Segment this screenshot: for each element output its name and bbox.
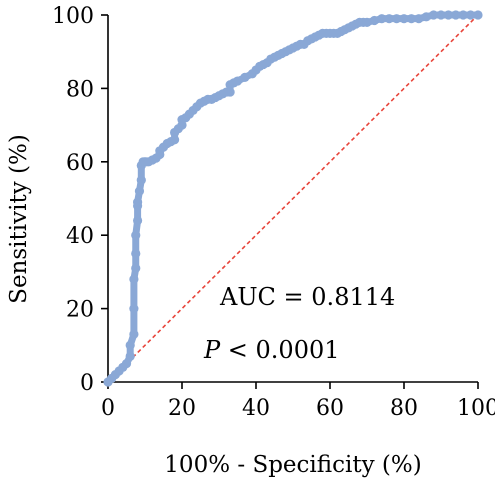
roc-point — [170, 135, 180, 145]
roc-point — [377, 14, 387, 24]
x-tick-label: 80 — [390, 396, 418, 421]
roc-point — [232, 76, 243, 86]
auc-annotation: AUC = 0.8114 — [219, 283, 395, 311]
roc-point — [240, 72, 250, 82]
y-tick-label: 20 — [66, 298, 94, 323]
roc-point — [125, 340, 135, 350]
roc-point — [399, 14, 409, 24]
roc-point — [121, 359, 132, 369]
x-tick-label: 40 — [242, 396, 270, 421]
reference-diagonal-line — [107, 14, 479, 383]
roc-point — [362, 17, 372, 27]
roc-point — [384, 14, 394, 24]
p-value-symbol: P — [203, 336, 221, 364]
axes — [107, 15, 478, 383]
roc-point — [406, 14, 416, 24]
roc-point — [133, 197, 143, 207]
roc-series — [103, 10, 483, 387]
x-tick-label: 60 — [316, 396, 344, 421]
y-tick-label: 0 — [80, 371, 94, 396]
p-value-annotation: P < 0.0001 — [203, 336, 340, 364]
roc-point — [436, 10, 446, 20]
y-axis-title: Sensitivity (%) — [6, 134, 32, 304]
roc-point — [129, 274, 139, 284]
x-tick-label: 0 — [101, 396, 115, 421]
roc-point — [473, 10, 483, 20]
x-tick-label: 100 — [457, 396, 495, 421]
roc-point — [131, 230, 141, 240]
roc-point — [458, 10, 468, 20]
roc-point — [134, 186, 145, 196]
y-tick-label: 60 — [66, 151, 94, 176]
y-tick-label: 80 — [66, 77, 94, 102]
roc-point — [131, 248, 141, 259]
roc-point — [451, 10, 461, 20]
roc-point — [369, 15, 379, 26]
roc-point — [131, 263, 141, 273]
roc-point — [136, 175, 146, 185]
roc-point — [421, 12, 431, 22]
y-tick-label: 100 — [52, 4, 94, 29]
roc-point — [129, 304, 139, 314]
x-axis-title: 100% - Specificity (%) — [164, 452, 421, 478]
roc-point — [414, 14, 424, 24]
roc-point — [392, 14, 402, 24]
roc-point — [429, 10, 439, 20]
ticks: 0 20 40 60 80 100 0 20 40 60 80 100 — [52, 4, 495, 421]
roc-point — [443, 10, 453, 20]
roc-point — [125, 351, 135, 361]
x-tick-label: 20 — [168, 396, 196, 421]
y-tick-label: 40 — [66, 224, 94, 249]
roc-point — [129, 329, 139, 339]
roc-point — [466, 10, 476, 20]
roc-point — [133, 215, 143, 226]
roc-point — [225, 87, 235, 97]
p-value-text: < 0.0001 — [220, 336, 339, 364]
